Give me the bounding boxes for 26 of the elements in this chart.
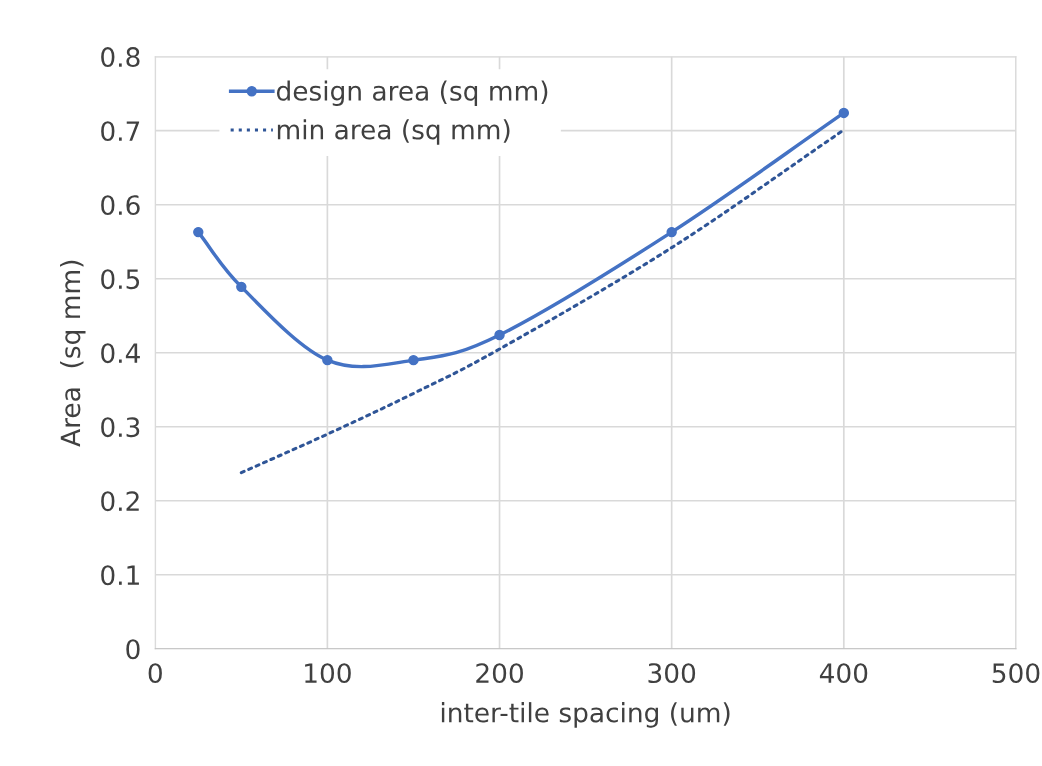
point (193, 226, 204, 238)
x-tick-label: 500 (992, 663, 1040, 684)
x-axis-title: inter-tile spacing (um) (441, 702, 730, 728)
point (838, 107, 850, 119)
x-tick-label: 300 (648, 663, 696, 684)
y-tick-label: 0.6 (101, 195, 140, 216)
y-tick-label: 0.4 (101, 343, 140, 364)
x-tick-label: 400 (819, 663, 868, 684)
point (236, 281, 247, 293)
legend-label: design area (sq mm) (276, 80, 548, 106)
y-tick-label: 0.1 (101, 565, 139, 586)
y-tick-label: 0 (126, 639, 140, 660)
point (666, 226, 677, 238)
y-tick-label: 0.8 (101, 47, 140, 68)
y-tick-label: 0.7 (101, 121, 140, 142)
point (494, 329, 505, 341)
y-tick-label: 0.3 (101, 417, 140, 438)
legend-label: min area (sq mm) (277, 119, 510, 145)
x-tick-label: 0 (148, 663, 162, 684)
y-axis-title: Area (sq mm) (60, 260, 86, 447)
x-tick-label: 100 (305, 663, 351, 684)
point (408, 354, 419, 366)
y-tick-label: 0.2 (101, 491, 139, 512)
point (322, 354, 333, 366)
x-tick-label: 200 (476, 663, 523, 684)
y-tick-label: 0.5 (101, 269, 140, 290)
